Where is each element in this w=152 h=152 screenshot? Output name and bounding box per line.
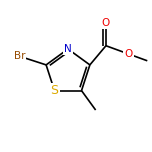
Text: O: O [102,18,110,28]
Text: O: O [124,49,133,59]
Text: N: N [64,44,72,54]
Text: S: S [50,84,59,97]
Text: Br: Br [14,51,25,61]
